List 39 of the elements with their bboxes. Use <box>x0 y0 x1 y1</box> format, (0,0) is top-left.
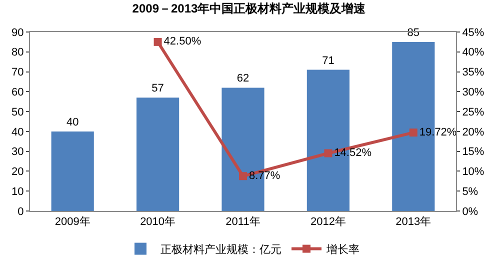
y-tick-label: 70 <box>12 66 24 79</box>
y2-tick-label: 0% <box>462 206 478 218</box>
y2-tick-label: 25% <box>462 106 484 118</box>
data-label: 40 <box>66 116 79 128</box>
data-label: 71 <box>322 54 334 67</box>
y-tick-label: 20 <box>12 166 24 178</box>
point <box>324 149 332 158</box>
y-tick-label: 30 <box>12 146 24 158</box>
y2-tick-label: 35% <box>462 66 484 79</box>
x-tick-label: 2011年 <box>226 216 260 228</box>
y2-tick-label: 15% <box>462 146 484 158</box>
y-tick-label: 0 <box>18 206 24 218</box>
bar <box>51 131 94 211</box>
data-label: 57 <box>152 82 164 95</box>
point <box>239 172 247 180</box>
y-tick-label: 90 <box>12 26 24 39</box>
point <box>409 128 418 137</box>
y2-tick-label: 30% <box>462 86 484 99</box>
y-tick-label: 60 <box>12 86 24 99</box>
y2-tick-label: 20% <box>462 126 484 138</box>
data-label: 42.50% <box>164 36 202 48</box>
chart-title: 2009－2013年中国正极材料产业规模及增速 <box>132 2 367 16</box>
x-tick-label: 2012年 <box>310 216 346 228</box>
data-label: 62 <box>236 72 250 85</box>
y2-tick-label: 45% <box>462 26 484 39</box>
y2-tick-label: 10% <box>462 166 484 178</box>
y2-tick-label: 5% <box>462 186 478 198</box>
legend-label: 增长率 <box>326 243 360 256</box>
legend-label: 正极材料产业规模：亿元 <box>160 243 282 256</box>
y-tick-label: 10 <box>12 186 24 198</box>
bar <box>136 98 180 211</box>
x-tick-label: 2010年 <box>140 216 176 228</box>
y-tick-label: 80 <box>12 46 24 59</box>
x-tick-label: 2013年 <box>396 216 432 228</box>
point <box>154 38 162 46</box>
y-tick-label: 50 <box>12 106 24 118</box>
y-tick-label: 40 <box>12 126 24 138</box>
x-tick-label: 2009年 <box>54 216 90 228</box>
y2-tick-label: 40% <box>462 46 484 59</box>
